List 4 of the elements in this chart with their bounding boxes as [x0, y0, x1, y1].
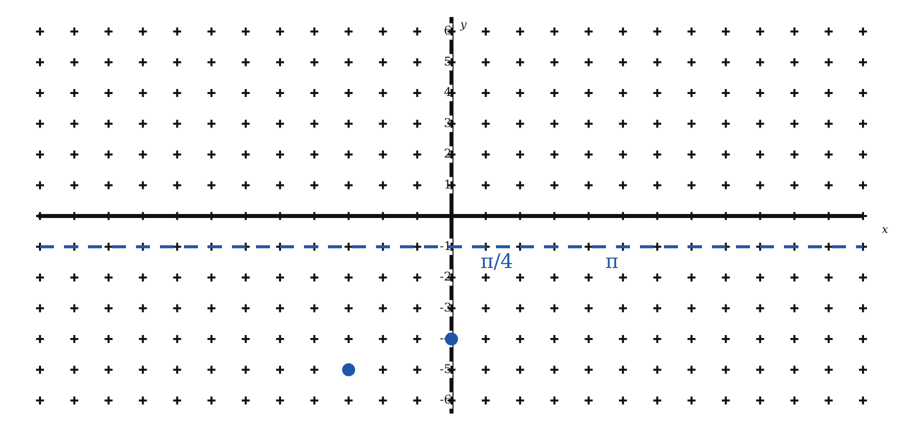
y-axis-title: y [459, 18, 468, 32]
x-axis-title: x [882, 222, 889, 236]
annotation: π [605, 248, 619, 273]
annotation: π/4 [480, 248, 514, 273]
